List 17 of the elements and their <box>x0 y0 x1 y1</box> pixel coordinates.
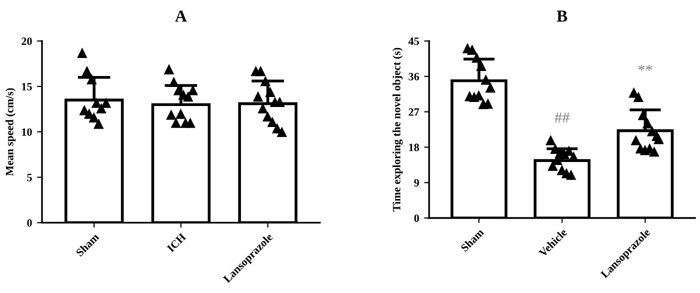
chart-title: A <box>175 10 187 22</box>
y-tick-label: 18 <box>409 144 420 152</box>
y-tick-label: 5 <box>27 174 32 182</box>
chart-title: B <box>556 10 568 22</box>
y-tick-label: 20 <box>22 37 32 45</box>
y-tick-label: 45 <box>408 38 419 45</box>
y-axis-title: Time exploring the novel object (s) <box>392 48 403 212</box>
y-tick-label: 27 <box>408 108 420 116</box>
y-tick-label: 15 <box>22 82 32 90</box>
y-tick-label: 0 <box>27 219 32 227</box>
y-tick-label: 0 <box>414 214 419 222</box>
y-axis-title: Mean speed (cm/s) <box>6 88 16 176</box>
y-tick-label: 9 <box>414 179 419 187</box>
annotation: ** <box>638 64 652 71</box>
annotation: ## <box>554 112 570 123</box>
y-tick-label: 10 <box>22 128 32 136</box>
y-tick-label: 36 <box>408 72 420 80</box>
